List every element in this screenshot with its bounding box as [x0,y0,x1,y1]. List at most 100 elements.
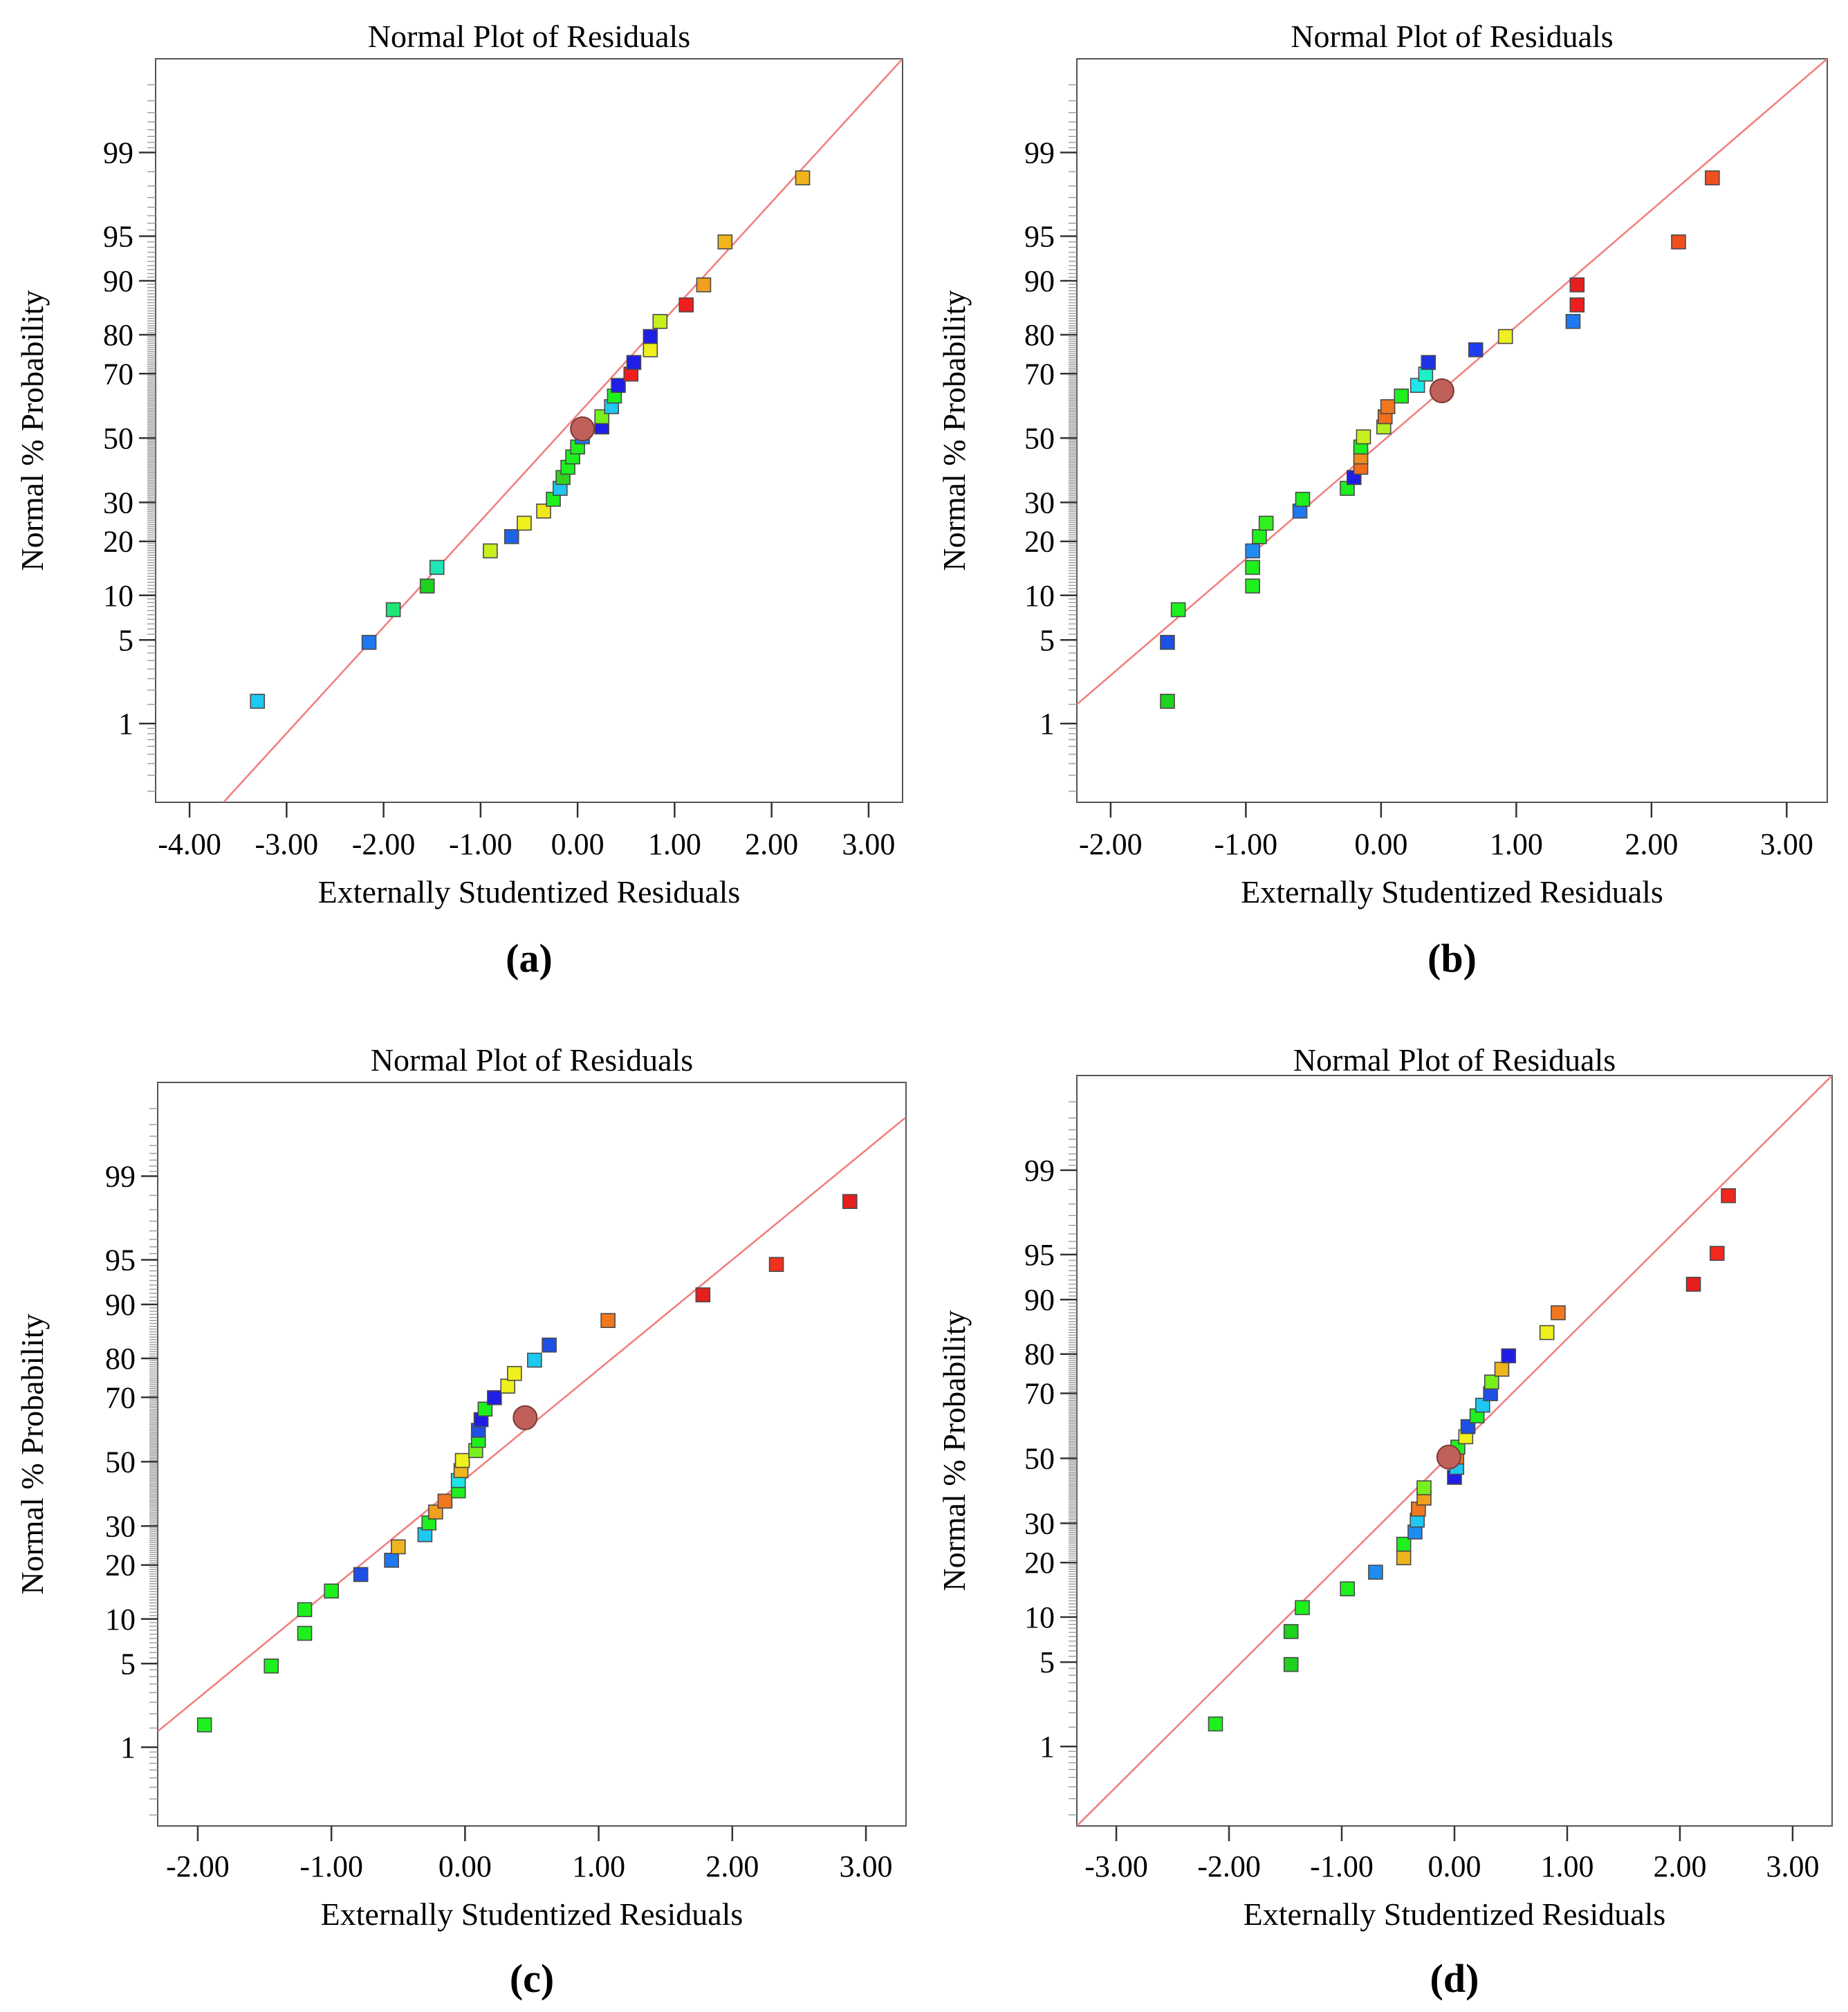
data-point [1494,1361,1510,1377]
data-point [1671,234,1686,250]
highlight-point [512,1405,538,1430]
x-tick-label: -1.00 [449,827,512,861]
data-point [842,1194,858,1209]
y-tick-label: 80 [105,1342,136,1376]
data-point [611,378,626,394]
y-minor-ticks [147,84,156,792]
data-point [626,355,642,370]
data-point [324,1583,339,1599]
y-tick-label: 90 [103,264,133,298]
data-point [297,1602,313,1618]
x-axis-label: Externally Studentized Residuals [318,874,741,910]
data-point [1160,694,1175,709]
data-point [1295,492,1311,507]
data-point [1569,297,1585,313]
panel-title: Normal Plot of Residuals [1293,1042,1616,1078]
y-tick-label: 10 [103,579,133,613]
y-tick-label: 10 [105,1603,136,1636]
panel-caption: (b) [1427,936,1477,981]
data-point [1283,1624,1299,1639]
data-point [483,543,498,559]
y-axis-label: Normal % Probability [936,1310,972,1591]
panel-d: 1 5 10 20 30 50 70 80 90 95 99 -3.00 -2.00 -1.00 0.00 1… [936,1042,1833,2001]
x-tick-label: 1.00 [572,1849,625,1883]
highlight-point [1436,1444,1461,1470]
y-tick-label: 80 [103,318,133,352]
data-point [795,170,811,185]
x-tick-label: 2.00 [1625,827,1678,861]
data-point [487,1390,502,1405]
x-tick-label: 3.00 [1766,1849,1819,1883]
x-tick-label: -2.00 [1079,827,1143,861]
data-point [717,234,733,250]
y-tick-label: 70 [1024,357,1055,391]
y-tick-label: 99 [105,1160,136,1194]
y-tick-label: 20 [1024,525,1055,559]
data-points [1160,170,1720,709]
data-point [196,1717,212,1733]
data-point [1497,329,1513,344]
x-tick-label: 2.00 [1653,1849,1706,1883]
data-point [1705,170,1720,185]
y-tick-label: 1 [118,707,133,741]
x-tick-label: 1.00 [1540,1849,1593,1883]
data-point [1356,429,1371,445]
y-tick-label: 90 [1024,1283,1055,1317]
y-tick-label: 5 [120,1647,136,1681]
y-tick-label: 30 [1024,486,1055,519]
data-point [643,329,658,344]
y-tick-label: 5 [118,623,133,657]
plot-frame [157,1082,907,1827]
x-tick-label: -1.00 [299,1849,363,1883]
y-axis-label: Normal % Probability [15,1313,50,1594]
x-tick-label: -4.00 [158,827,221,861]
panel-caption: (d) [1430,1956,1479,2001]
x-tick-label: -3.00 [1084,1849,1148,1883]
panel-caption: (a) [506,936,553,981]
y-tick-label: 20 [105,1549,136,1582]
panel-b: 1 5 10 20 30 50 70 80 90 95 99 -2.00 -1.00 0.00 1.00 2.… [936,19,1828,981]
data-point [1410,378,1425,394]
y-tick-label: 30 [103,486,133,519]
data-point [542,1337,557,1353]
data-point [1245,560,1260,575]
y-tick-label: 95 [1024,1238,1055,1272]
y-minor-ticks [149,1107,158,1816]
y-tick-label: 20 [103,525,133,559]
y-tick-label: 95 [1024,219,1055,253]
data-point [503,529,519,544]
y-tick-label: 1 [120,1730,136,1764]
y-tick-label: 50 [1024,1441,1055,1475]
reference-line [1077,59,1827,705]
panel-a: 1 5 10 20 30 50 70 80 90 95 99 -4.00 -3.00 -2.00 -1.00… [15,19,903,981]
data-point [437,1493,453,1509]
data-point [1475,1397,1490,1413]
data-point [361,634,377,650]
reference-line [223,59,903,802]
x-tick-label: -1.00 [1214,827,1278,861]
y-axis-label: Normal % Probability [936,290,972,571]
y-tick-label: 99 [1024,136,1055,170]
data-point [1283,1656,1299,1672]
y-tick-label: 10 [1024,579,1055,613]
data-point [454,1452,470,1468]
data-point [1396,1550,1412,1566]
data-point [385,602,401,618]
y-tick-label: 70 [1024,1377,1055,1411]
highlight-point [570,416,595,442]
data-point [1421,355,1436,370]
data-points [250,170,811,709]
data-point [1685,1277,1701,1292]
y-tick-label: 10 [1024,1600,1055,1634]
x-tick-label: 2.00 [705,1849,759,1883]
x-tick-label: -2.00 [166,1849,230,1883]
y-tick-label: 30 [1024,1506,1055,1540]
x-axis-label: Externally Studentized Residuals [1244,1896,1666,1932]
data-point [1721,1188,1736,1203]
panel-c: 1 5 10 20 30 50 70 80 90 95 99 -2.00 -1.00 0.00 1.00 2.… [15,1042,907,2001]
y-tick-label: 5 [1040,1645,1055,1679]
data-points [196,1194,858,1733]
data-point [507,1365,522,1381]
data-point [768,1257,784,1272]
